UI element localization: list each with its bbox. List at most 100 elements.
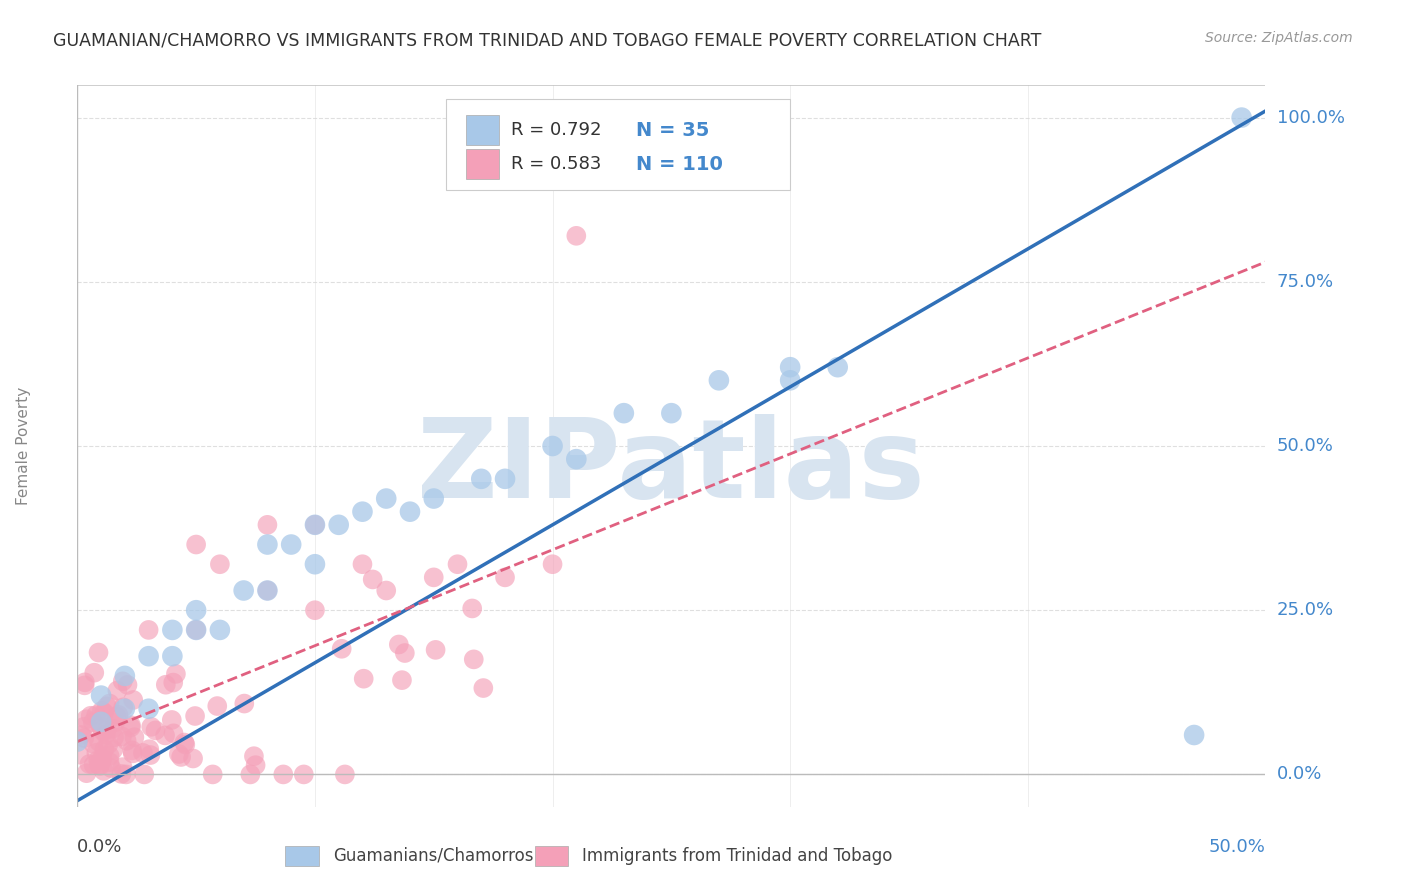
Point (661, 406, 683, 420)
Text: 100.0%: 100.0% (1277, 109, 1344, 127)
Point (330, 641, 353, 656)
Point (333, 767, 356, 781)
Point (165, 666, 187, 681)
Point (239, 767, 262, 781)
Point (138, 649, 160, 664)
Text: 25.0%: 25.0% (1277, 601, 1334, 619)
Text: N = 35: N = 35 (636, 120, 709, 140)
Text: 50.0%: 50.0% (1277, 437, 1333, 455)
Point (446, 558, 468, 572)
Point (101, 743, 124, 757)
Point (112, 700, 135, 714)
Point (280, 537, 302, 551)
Point (208, 558, 231, 572)
Point (613, 406, 636, 420)
Point (186, 623, 208, 637)
Point (124, 730, 146, 744)
Point (79, 708, 101, 723)
FancyBboxPatch shape (534, 846, 568, 866)
Text: Guamanians/Chamorros: Guamanians/Chamorros (333, 847, 533, 864)
Point (70, 728, 93, 742)
Point (83, 665, 105, 680)
Point (170, 750, 193, 764)
Point (186, 537, 208, 551)
Point (91, 752, 114, 766)
Point (256, 537, 278, 551)
Point (111, 760, 134, 774)
Point (201, 767, 224, 781)
Point (76, 766, 98, 780)
Point (122, 693, 145, 707)
Point (233, 697, 256, 711)
Point (399, 505, 422, 519)
Point (93, 742, 115, 756)
Point (541, 439, 564, 453)
Point (132, 746, 155, 760)
Point (375, 491, 398, 506)
Point (245, 758, 267, 772)
Point (173, 735, 195, 749)
Text: Immigrants from Trinidad and Tobago: Immigrants from Trinidad and Tobago (582, 847, 893, 864)
Point (105, 709, 128, 723)
Point (375, 583, 398, 598)
Point (134, 767, 156, 781)
Point (167, 747, 190, 761)
Point (423, 491, 446, 506)
Point (97, 738, 120, 752)
Point (105, 683, 128, 698)
FancyBboxPatch shape (446, 99, 790, 189)
Point (304, 517, 326, 532)
Point (304, 558, 326, 572)
Point (162, 649, 184, 664)
Point (90, 719, 112, 733)
Point (73, 678, 96, 692)
Point (208, 623, 231, 637)
Point (103, 731, 125, 745)
Text: Source: ZipAtlas.com: Source: ZipAtlas.com (1205, 31, 1353, 45)
Point (463, 652, 485, 666)
Point (115, 733, 138, 747)
Point (121, 747, 143, 761)
Point (565, 452, 588, 467)
Point (186, 603, 208, 617)
Point (145, 723, 167, 738)
Point (162, 623, 184, 637)
Point (110, 767, 132, 781)
Point (256, 583, 278, 598)
Point (779, 360, 801, 375)
Point (115, 767, 138, 781)
Point (138, 742, 160, 756)
Point (89, 759, 111, 773)
Text: Female Poverty: Female Poverty (17, 387, 31, 505)
Point (292, 767, 315, 781)
Point (100, 761, 122, 775)
Point (541, 558, 564, 572)
Point (111, 674, 134, 689)
Point (361, 573, 384, 587)
FancyBboxPatch shape (465, 115, 499, 145)
Point (461, 601, 484, 615)
Point (186, 623, 208, 637)
Point (256, 583, 278, 598)
Point (96, 723, 118, 737)
Point (90, 714, 112, 729)
Point (184, 709, 207, 723)
Point (423, 570, 446, 584)
Point (73, 731, 96, 745)
Point (66, 734, 89, 748)
Point (328, 517, 350, 532)
Point (114, 702, 136, 716)
Point (98, 755, 121, 769)
Point (111, 730, 134, 744)
Point (827, 360, 849, 375)
Point (67, 747, 90, 762)
Point (73, 675, 96, 690)
Text: ZIPatlas: ZIPatlas (418, 414, 925, 521)
Point (160, 713, 183, 727)
Text: R = 0.583: R = 0.583 (510, 155, 602, 173)
Text: 0.0%: 0.0% (77, 838, 122, 855)
Point (91, 723, 114, 738)
Point (1230, 111, 1253, 125)
Point (162, 675, 184, 690)
Point (87, 646, 110, 660)
